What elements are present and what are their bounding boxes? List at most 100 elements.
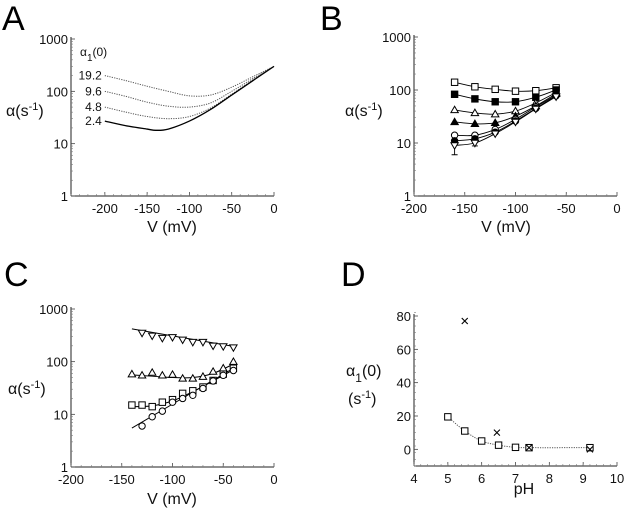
panel-letter-b: B	[320, 0, 343, 38]
point-crosses	[586, 445, 594, 453]
x-tick-label: -150	[109, 472, 135, 487]
panel-c-xlabel: V (mV)	[147, 491, 197, 508]
y-tick-label: 1	[404, 189, 411, 204]
point-open-square	[450, 78, 459, 86]
y-tick-label: 10	[54, 407, 68, 422]
y-tick-label: 10	[397, 136, 411, 151]
panel-d-ylabel: α1(0) (s-1)	[346, 363, 382, 408]
point-circles	[199, 384, 207, 393]
point-circles	[219, 371, 227, 380]
svg-text:α1(0): α1(0)	[80, 45, 107, 64]
point-squares	[444, 413, 452, 421]
point-open-triangle	[470, 108, 480, 117]
panel-d-xlabel: pH	[514, 481, 534, 498]
panel-c-ylabel: α(s-1)	[8, 379, 46, 398]
panel-c-axes: -200 -150 -100 -50 0 1 10 100 1000	[39, 302, 278, 487]
y-tick-label: 0	[404, 442, 411, 457]
point-down-triangles	[147, 332, 157, 341]
point-circles	[158, 407, 167, 415]
point-filled-square	[491, 98, 499, 106]
svg-text:α(s-1): α(s-1)	[8, 379, 46, 398]
curve-19-2	[104, 65, 275, 97]
y-tick-label: 80	[397, 309, 411, 324]
y-tick-label: 1	[61, 460, 68, 475]
x-tick-label: 0	[613, 201, 620, 216]
y-tick-label: 20	[397, 409, 411, 424]
fit-open-circle	[454, 94, 557, 137]
x-tick-label: 9	[580, 471, 587, 486]
curve-9-6	[104, 65, 275, 108]
x-tick-label: 6	[478, 471, 485, 486]
curve-label: 19.2	[78, 69, 102, 83]
y-tick-label: 100	[389, 83, 411, 98]
point-triangles	[208, 366, 218, 375]
point-triangles	[147, 367, 157, 376]
point-down-triangles	[167, 334, 178, 343]
point-crosses	[493, 429, 501, 437]
point-down-triangles	[228, 344, 238, 353]
point-crosses	[461, 317, 469, 325]
x-tick-label: 8	[546, 471, 553, 486]
point-down-triangles	[188, 338, 198, 347]
point-circles	[138, 422, 146, 430]
point-down-triangles	[218, 343, 228, 352]
x-tick-label: 5	[444, 471, 451, 486]
point-circles	[168, 398, 177, 406]
y-tick-label: 100	[46, 355, 68, 370]
x-tick-label: -100	[159, 472, 185, 487]
point-open-triangle	[490, 109, 500, 118]
point-down-triangles	[208, 342, 218, 351]
point-squares	[148, 402, 156, 411]
panel-letter-d: D	[341, 256, 366, 294]
point-triangles	[188, 373, 198, 382]
x-tick-label: -100	[502, 201, 528, 216]
x-tick-label: -50	[557, 201, 576, 216]
y-tick-label: 100	[46, 84, 68, 99]
y-tick-label: 10	[54, 137, 68, 152]
curve-2-4	[104, 65, 275, 131]
x-tick-label: -150	[452, 201, 478, 216]
point-squares	[511, 443, 520, 452]
fit-squares	[447, 416, 590, 449]
point-circles	[189, 391, 197, 399]
fit-open-square	[454, 81, 557, 92]
x-tick-label: 7	[512, 471, 519, 486]
point-filled-triangle	[490, 118, 500, 127]
point-triangles	[157, 370, 167, 379]
y-tick-label: 40	[397, 376, 411, 391]
point-triangles	[127, 369, 137, 378]
point-triangles	[228, 356, 238, 365]
point-open-square	[491, 85, 499, 94]
point-filled-triangle	[470, 119, 480, 128]
panel-letter-a: A	[2, 0, 25, 38]
x-tick-label: -100	[176, 201, 202, 216]
y-tick-label: 1000	[39, 32, 68, 47]
point-open-square	[511, 87, 520, 95]
point-squares	[494, 441, 503, 449]
point-circles	[229, 366, 238, 375]
point-squares	[586, 443, 594, 452]
x-tick-label: 4	[410, 471, 417, 486]
panel-a-axes: -200 -150 -100 -50 0 1 10 100 1000	[39, 32, 278, 216]
point-squares	[128, 401, 136, 409]
point-filled-square	[511, 98, 520, 106]
panel-a-ylabel: α(s-1)	[6, 101, 44, 120]
panel-a-legend-title: α1(0)	[80, 45, 107, 64]
point-open-down-triangle	[551, 93, 561, 102]
panel-b-plot	[450, 78, 561, 156]
point-squares	[138, 401, 146, 409]
y-tick-label: 1	[61, 189, 68, 204]
point-squares	[158, 398, 167, 406]
point-circles	[148, 413, 156, 421]
point-open-square	[532, 87, 540, 95]
panel-c-plot	[127, 328, 238, 430]
curve-label: 2.4	[85, 114, 102, 128]
point-down-triangles	[178, 336, 188, 345]
point-open-down-triangle	[450, 142, 460, 151]
svg-text:α(s-1): α(s-1)	[6, 101, 44, 120]
svg-text:α(s-1): α(s-1)	[345, 101, 383, 120]
point-down-triangles	[198, 338, 208, 347]
point-circles	[178, 394, 187, 403]
y-tick-label: 1000	[382, 30, 411, 45]
